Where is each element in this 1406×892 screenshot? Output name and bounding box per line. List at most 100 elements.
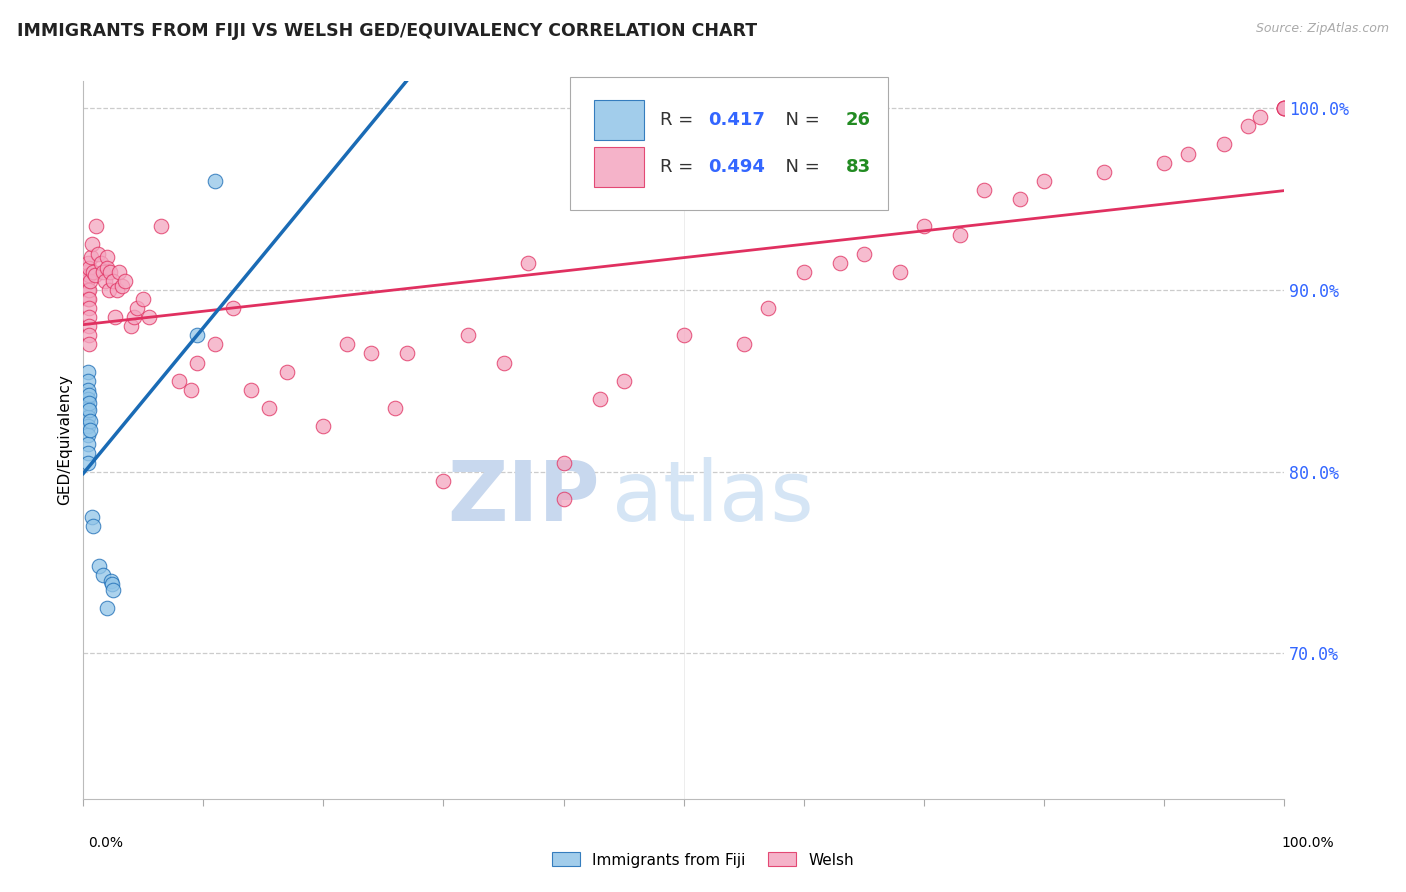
Point — [336, 337, 359, 351]
Point — [889, 265, 911, 279]
Point — [79, 301, 101, 315]
Point — [101, 577, 124, 591]
Point — [82, 265, 104, 279]
Point — [384, 401, 406, 415]
Point — [169, 374, 191, 388]
Point — [91, 265, 114, 279]
Point — [84, 268, 107, 283]
Point — [79, 292, 101, 306]
Point — [240, 383, 263, 397]
Point — [79, 388, 101, 402]
Point — [457, 328, 479, 343]
Text: IMMIGRANTS FROM FIJI VS WELSH GED/EQUIVALENCY CORRELATION CHART: IMMIGRANTS FROM FIJI VS WELSH GED/EQUIVA… — [17, 22, 756, 40]
Point — [122, 310, 145, 325]
Text: Source: ZipAtlas.com: Source: ZipAtlas.com — [1256, 22, 1389, 36]
Text: R =: R = — [659, 112, 699, 129]
Point — [432, 474, 454, 488]
Point — [80, 510, 103, 524]
Text: 0.417: 0.417 — [707, 112, 765, 129]
Point — [79, 274, 101, 288]
Point — [103, 582, 125, 597]
Point — [127, 301, 149, 315]
Point — [97, 283, 120, 297]
Point — [79, 395, 101, 409]
Point — [180, 383, 202, 397]
Point — [222, 301, 245, 315]
Point — [138, 310, 160, 325]
Point — [1272, 101, 1295, 115]
Point — [132, 292, 155, 306]
Point — [100, 574, 122, 588]
Point — [79, 423, 101, 437]
Point — [204, 337, 226, 351]
Text: N =: N = — [773, 158, 825, 176]
Point — [76, 274, 98, 288]
Text: 0.0%: 0.0% — [89, 836, 122, 850]
Point — [77, 419, 100, 434]
Point — [186, 328, 208, 343]
Point — [98, 265, 121, 279]
Point — [77, 365, 100, 379]
Point — [1237, 120, 1260, 134]
Point — [77, 446, 100, 460]
Point — [1249, 110, 1271, 124]
Point — [91, 568, 114, 582]
Point — [1272, 101, 1295, 115]
Point — [77, 437, 100, 451]
Point — [360, 346, 382, 360]
Point — [96, 250, 118, 264]
Point — [76, 265, 98, 279]
Point — [793, 265, 815, 279]
Legend: Immigrants from Fiji, Welsh: Immigrants from Fiji, Welsh — [546, 847, 860, 873]
Point — [120, 319, 142, 334]
Point — [77, 374, 100, 388]
Point — [1213, 137, 1236, 152]
Point — [588, 392, 610, 406]
Point — [973, 183, 995, 197]
Point — [77, 428, 100, 442]
Point — [103, 274, 125, 288]
Point — [86, 219, 108, 234]
FancyBboxPatch shape — [593, 147, 644, 187]
Text: ZIP: ZIP — [447, 457, 599, 538]
Point — [77, 283, 100, 297]
Point — [312, 419, 335, 434]
Text: 100.0%: 100.0% — [1281, 836, 1334, 850]
Point — [77, 392, 100, 406]
FancyBboxPatch shape — [569, 78, 887, 211]
Point — [87, 559, 110, 574]
Point — [77, 292, 100, 306]
Point — [77, 255, 100, 269]
Point — [79, 414, 101, 428]
Point — [79, 402, 101, 417]
Point — [105, 283, 128, 297]
Point — [96, 261, 118, 276]
Point — [828, 255, 851, 269]
Point — [79, 337, 101, 351]
Point — [90, 255, 112, 269]
FancyBboxPatch shape — [593, 100, 644, 140]
Point — [276, 365, 298, 379]
Point — [553, 491, 575, 506]
Point — [94, 274, 117, 288]
Point — [613, 374, 636, 388]
Point — [672, 328, 695, 343]
Y-axis label: GED/Equivalency: GED/Equivalency — [58, 375, 72, 505]
Point — [80, 237, 103, 252]
Point — [756, 301, 779, 315]
Text: N =: N = — [773, 112, 825, 129]
Point — [1008, 192, 1031, 206]
Point — [79, 328, 101, 343]
Point — [77, 455, 100, 469]
Point — [80, 250, 103, 264]
Point — [1272, 101, 1295, 115]
Point — [1092, 165, 1115, 179]
Point — [82, 519, 104, 533]
Point — [516, 255, 538, 269]
Point — [79, 261, 101, 276]
Point — [103, 310, 125, 325]
Point — [852, 246, 875, 260]
Point — [96, 600, 118, 615]
Point — [1032, 174, 1054, 188]
Text: 83: 83 — [846, 158, 870, 176]
